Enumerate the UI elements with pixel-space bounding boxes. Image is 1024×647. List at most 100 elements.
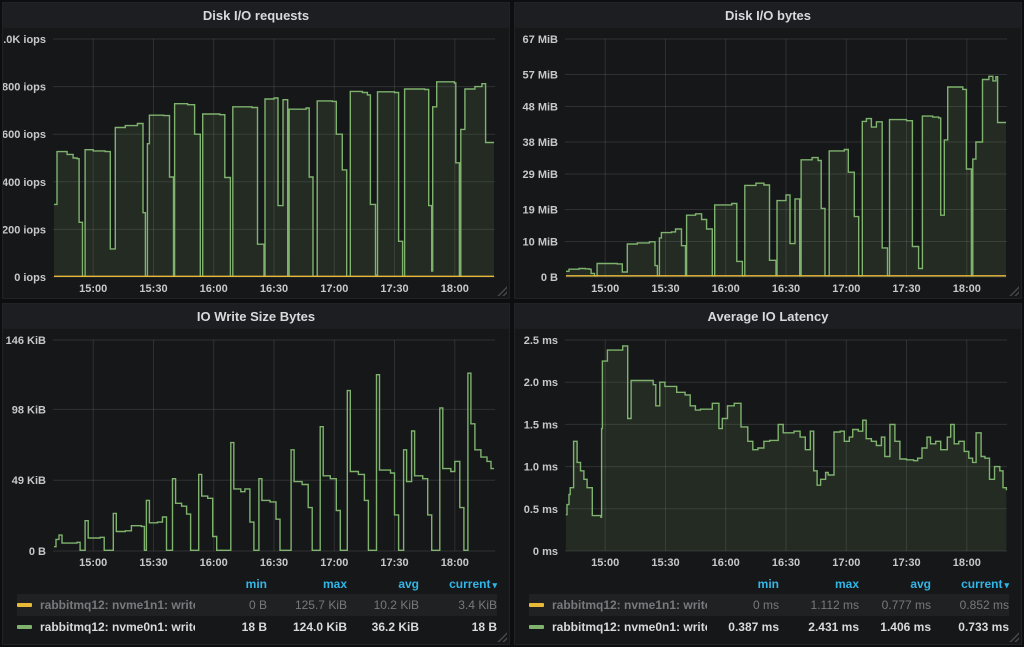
svg-text:800 iops: 800 iops — [3, 82, 46, 94]
legend-avg-value: 36.2 KiB — [371, 620, 419, 634]
svg-text:17:00: 17:00 — [832, 283, 860, 295]
chart-canvas: 0 B 10 MiB 19 MiB 29 MiB 38 MiB 48 MiB 57 MiB 6… — [523, 34, 1007, 295]
series-name-label: rabbitmq12: nvme0n1: write — [40, 620, 195, 634]
svg-text:17:00: 17:00 — [832, 557, 860, 569]
disk-io-bytes-chart[interactable]: 0 B 10 MiB 19 MiB 29 MiB 38 MiB 48 MiB 57 MiB 6… — [515, 28, 1021, 298]
svg-text:17:00: 17:00 — [320, 283, 348, 295]
legend-avg-value: 10.2 KiB — [373, 598, 419, 612]
svg-text:48 MiB: 48 MiB — [523, 102, 559, 114]
svg-text:67 MiB: 67 MiB — [523, 34, 559, 46]
legend-sort-avg[interactable]: avg — [910, 577, 931, 591]
panel-title[interactable]: IO Write Size Bytes — [3, 304, 509, 329]
panel-title[interactable]: Disk I/O requests — [3, 3, 509, 28]
legend-min-value: 0 ms — [752, 598, 779, 612]
panel-resize-handle-icon[interactable] — [1009, 286, 1019, 296]
svg-text:15:30: 15:30 — [139, 283, 167, 295]
svg-text:1.0 ms: 1.0 ms — [524, 462, 558, 474]
svg-text:0 iops: 0 iops — [14, 272, 46, 284]
svg-text:0 B: 0 B — [29, 546, 46, 558]
legend-max-value: 1.112 ms — [810, 598, 859, 612]
panel-title[interactable]: Average IO Latency — [515, 304, 1021, 329]
legend: min max avg current ▾ rabbitmq12: nvme1n1… — [515, 572, 1021, 644]
series-name-label: rabbitmq12: nvme1n1: write — [40, 598, 195, 612]
legend-sort-current[interactable]: current ▾ — [419, 577, 497, 591]
svg-text:0.5 ms: 0.5 ms — [524, 504, 558, 516]
panel-disk-io-bytes: Disk I/O bytes 0 B 10 MiB 19 MiB 29 MiB 38 M… — [514, 2, 1022, 299]
svg-text:15:00: 15:00 — [591, 283, 619, 295]
legend-min-value: 0.387 ms — [728, 620, 779, 634]
svg-text:18:00: 18:00 — [441, 557, 469, 569]
svg-text:57 MiB: 57 MiB — [523, 70, 559, 82]
legend-avg-value: 1.406 ms — [880, 620, 931, 634]
svg-text:1.0K iops: 1.0K iops — [3, 34, 46, 46]
svg-text:15:00: 15:00 — [79, 283, 107, 295]
sort-desc-icon: ▾ — [492, 580, 497, 590]
legend-sort-min[interactable]: min — [245, 577, 267, 591]
svg-text:16:00: 16:00 — [200, 283, 228, 295]
series-color-swatch — [529, 625, 544, 629]
disk-io-requests-chart[interactable]: 0 iops 200 iops 400 iops 600 iops 800 iops 1.… — [3, 28, 509, 298]
chart-canvas: 0 B 49 KiB 98 KiB 146 KiB 15:00 15:30 16:00 16:… — [6, 335, 495, 569]
legend-row: rabbitmq12: nvme1n1: write 0 B 125.7 KiB… — [17, 594, 497, 616]
svg-text:29 MiB: 29 MiB — [523, 169, 559, 181]
svg-text:16:30: 16:30 — [260, 557, 288, 569]
legend-sort-current-label: current — [449, 577, 491, 591]
svg-text:17:30: 17:30 — [380, 557, 408, 569]
svg-text:200 iops: 200 iops — [3, 224, 46, 236]
legend-current-value: 0.852 ms — [959, 598, 1009, 612]
svg-text:17:30: 17:30 — [380, 283, 408, 295]
legend-header: min max avg current ▾ — [17, 574, 497, 594]
legend-series-toggle[interactable]: rabbitmq12: nvme0n1: write — [17, 620, 195, 634]
legend-row: rabbitmq12: nvme1n1: write 0 ms 1.112 ms… — [529, 594, 1009, 616]
svg-text:15:30: 15:30 — [651, 283, 679, 295]
svg-text:10 MiB: 10 MiB — [523, 237, 559, 249]
legend-sort-min[interactable]: min — [757, 577, 779, 591]
svg-text:15:30: 15:30 — [651, 557, 679, 569]
panel-resize-handle-icon[interactable] — [497, 632, 507, 642]
legend-min-value: 0 B — [248, 598, 267, 612]
panel-disk-io-requests: Disk I/O requests 0 iops 200 iops 400 iops… — [2, 2, 510, 299]
legend-row: rabbitmq12: nvme0n1: write 0.387 ms 2.43… — [529, 616, 1009, 638]
svg-text:16:00: 16:00 — [712, 283, 740, 295]
legend-current-value: 0.733 ms — [958, 620, 1009, 634]
svg-text:19 MiB: 19 MiB — [523, 205, 559, 217]
svg-text:49 KiB: 49 KiB — [12, 475, 46, 487]
legend-sort-max[interactable]: max — [322, 577, 347, 591]
svg-text:16:00: 16:00 — [200, 557, 228, 569]
svg-text:16:00: 16:00 — [712, 557, 740, 569]
svg-text:0 ms: 0 ms — [533, 546, 558, 558]
legend-min-value: 18 B — [241, 620, 267, 634]
series-color-swatch — [17, 603, 32, 607]
svg-text:15:00: 15:00 — [79, 557, 107, 569]
panel-average-io-latency: Average IO Latency 0 ms 0.5 ms 1.0 ms 1.5 m… — [514, 303, 1022, 645]
panel-resize-handle-icon[interactable] — [1009, 632, 1019, 642]
svg-text:17:00: 17:00 — [320, 557, 348, 569]
legend-sort-max[interactable]: max — [834, 577, 859, 591]
svg-text:146 KiB: 146 KiB — [6, 335, 46, 347]
panel-io-write-size-bytes: IO Write Size Bytes 0 B 49 KiB 98 KiB 146 K… — [2, 303, 510, 645]
svg-text:16:30: 16:30 — [260, 283, 288, 295]
panel-title[interactable]: Disk I/O bytes — [515, 3, 1021, 28]
legend-row: rabbitmq12: nvme0n1: write 18 B 124.0 Ki… — [17, 616, 497, 638]
legend-series-toggle[interactable]: rabbitmq12: nvme1n1: write — [529, 598, 707, 612]
io-write-size-bytes-chart[interactable]: 0 B 49 KiB 98 KiB 146 KiB 15:00 15:30 16:00 16:… — [3, 329, 509, 572]
legend-current-value: 18 B — [471, 620, 497, 634]
svg-text:1.5 ms: 1.5 ms — [524, 419, 558, 431]
legend-sort-current-label: current — [961, 577, 1003, 591]
svg-text:16:30: 16:30 — [772, 283, 800, 295]
svg-text:16:30: 16:30 — [772, 557, 800, 569]
sort-desc-icon: ▾ — [1004, 580, 1009, 590]
svg-text:38 MiB: 38 MiB — [523, 137, 559, 149]
svg-text:17:30: 17:30 — [892, 557, 920, 569]
legend-sort-avg[interactable]: avg — [398, 577, 419, 591]
legend-series-toggle[interactable]: rabbitmq12: nvme0n1: write — [529, 620, 707, 634]
chart-canvas: 0 iops 200 iops 400 iops 600 iops 800 iops 1.… — [3, 34, 495, 295]
svg-text:400 iops: 400 iops — [3, 177, 46, 189]
svg-text:15:30: 15:30 — [139, 557, 167, 569]
average-io-latency-chart[interactable]: 0 ms 0.5 ms 1.0 ms 1.5 ms 2.0 ms 2.5 ms 15:00 1… — [515, 329, 1021, 572]
legend-sort-current[interactable]: current ▾ — [931, 577, 1009, 591]
legend-series-toggle[interactable]: rabbitmq12: nvme1n1: write — [17, 598, 195, 612]
panel-resize-handle-icon[interactable] — [497, 286, 507, 296]
svg-text:600 iops: 600 iops — [3, 129, 46, 141]
